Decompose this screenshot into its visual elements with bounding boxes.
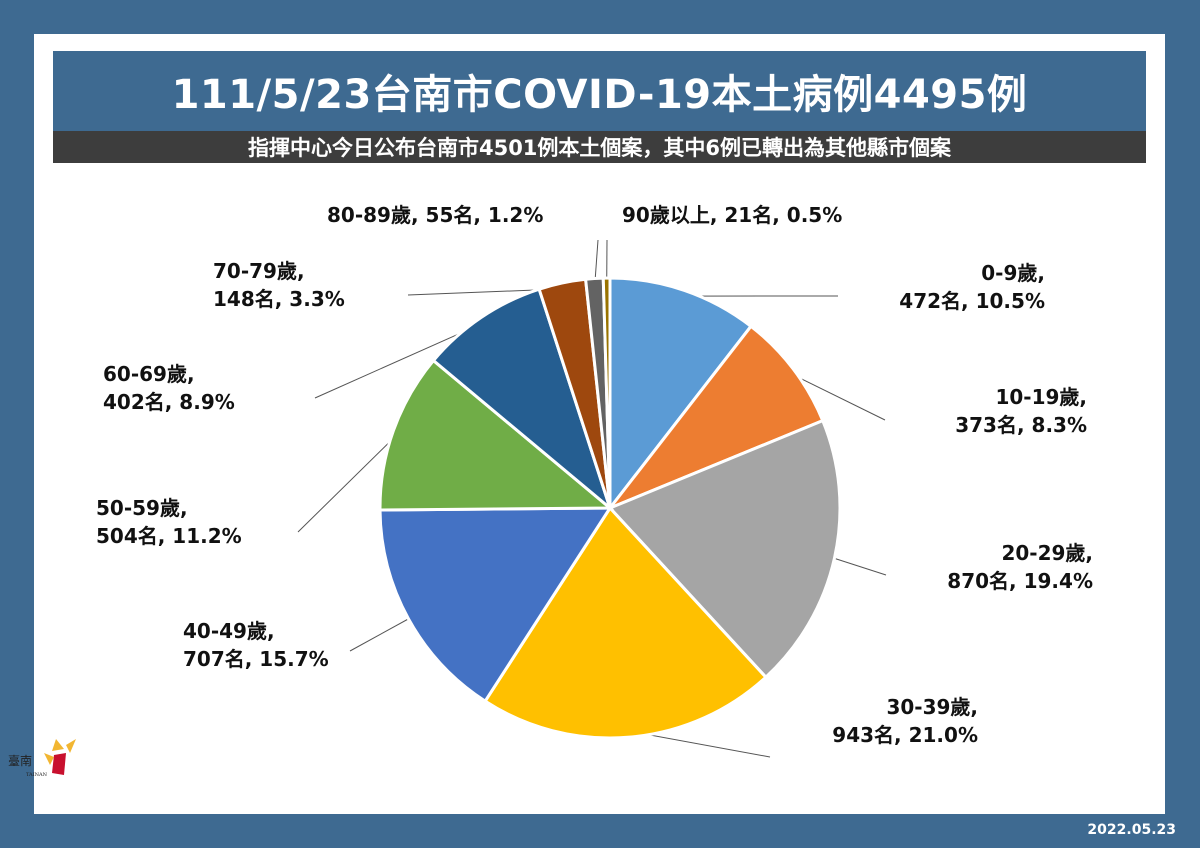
- slice-label-20-29歲: 20-29歲, 870名, 19.4%: [947, 541, 1093, 593]
- page-subtitle: 指揮中心今日公布台南市4501例本土個案，其中6例已轉出為其他縣市個案: [53, 131, 1146, 163]
- tainan-logo: 臺南 TAINAN: [8, 739, 76, 778]
- slice-label-60-69歲: 60-69歲, 402名, 8.9%: [103, 362, 235, 414]
- slice-label-70-79歲: 70-79歲, 148名, 3.3%: [213, 259, 345, 311]
- pie-slice-60-69歲: [431, 287, 614, 513]
- leader-line-20-29歲: [828, 556, 887, 576]
- slice-label-50-59歲: 50-59歲, 504名, 11.2%: [96, 496, 242, 548]
- slice-label-10-19歲: 10-19歲, 373名, 8.3%: [955, 385, 1087, 437]
- slice-label-0-9歲: 0-9歲, 472名, 10.5%: [899, 261, 1045, 313]
- slice-label-80-89歲: 80-89歲, 55名, 1.2%: [327, 203, 543, 227]
- leader-line-50-59歲: [297, 432, 400, 533]
- pie-slice-40-49歲: [378, 506, 613, 704]
- slice-label-30-39歲: 30-39歲, 943名, 21.0%: [832, 695, 978, 747]
- pie-slice-10-19歲: [605, 324, 825, 512]
- leader-line-40-49歲: [349, 615, 414, 652]
- slice-label-40-49歲: 40-49歲, 707名, 15.7%: [183, 619, 329, 671]
- pie-slice-50-59歲: [378, 358, 615, 512]
- logo-text: 臺南: [8, 753, 32, 768]
- date-stamp: 2022.05.23: [1087, 822, 1176, 838]
- leader-line-10-19歲: [788, 371, 886, 421]
- pie-slice-0-9歲: [608, 276, 754, 513]
- pie-slice-30-39歲: [483, 505, 768, 740]
- slice-label-90歲以上: 90歲以上, 21名, 0.5%: [622, 203, 842, 227]
- pie-slice-90歲以上: [601, 276, 612, 509]
- page-title: 111/5/23台南市COVID-19本土病例4495例: [53, 51, 1146, 131]
- pie-slice-20-29歲: [607, 418, 842, 680]
- logo-subtext: TAINAN: [26, 772, 48, 778]
